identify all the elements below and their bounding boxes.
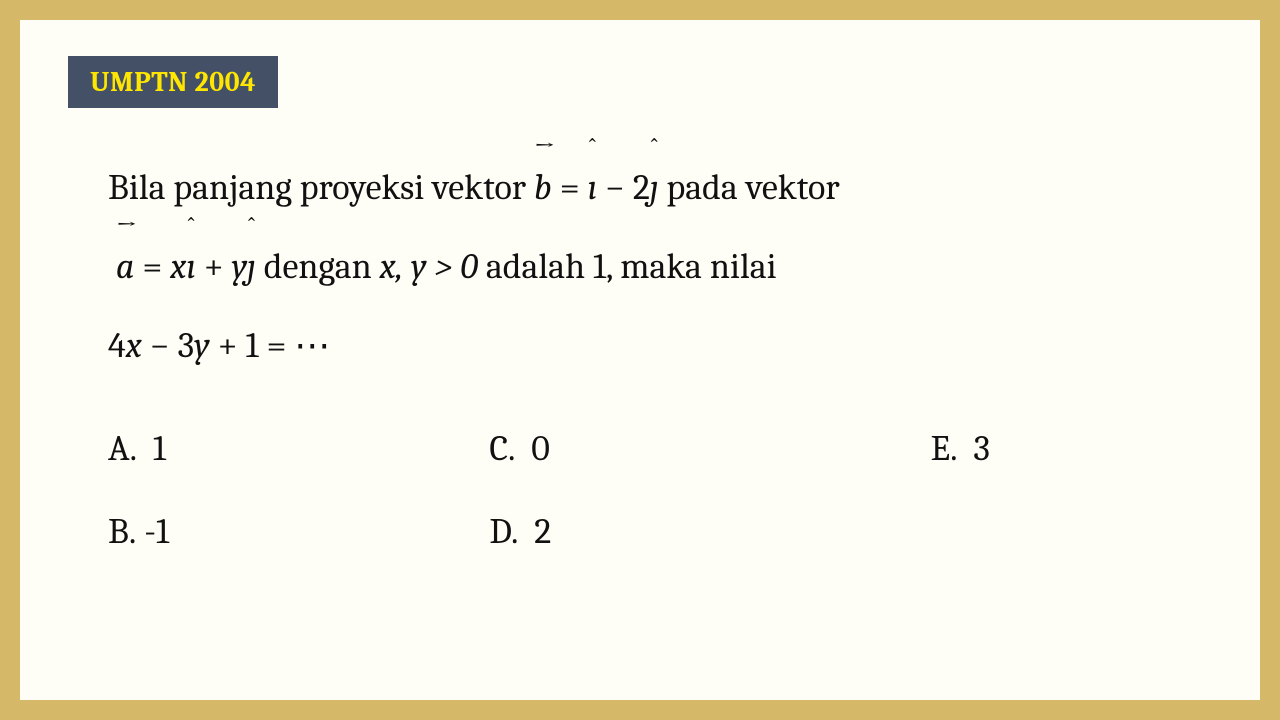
option-value: -1: [144, 511, 169, 552]
j-hat: ˆȷ: [247, 227, 256, 306]
question-text: Bila panjang proyeksi vektor →b = ˆı − 2…: [68, 148, 1212, 386]
option-value: 0: [531, 428, 550, 469]
hat-icon: ˆ: [247, 214, 256, 241]
option-c[interactable]: C. 0: [489, 428, 830, 469]
x-var: x: [170, 246, 186, 287]
vector-b: →b: [534, 148, 552, 227]
j-sym: ȷ: [247, 246, 256, 287]
q-part: +: [196, 246, 232, 287]
vector-a-sym: a: [116, 246, 135, 287]
frame: UMPTN 2004 Bila panjang proyeksi vektor …: [0, 0, 1280, 720]
option-value: 1: [153, 428, 166, 469]
hat-icon: ˆ: [650, 135, 659, 162]
hat-icon: ˆ: [186, 214, 195, 241]
j-sym: ȷ: [650, 167, 659, 208]
q-expression: 4x − 3y + 1 = ⋯: [108, 325, 330, 366]
y-var: y: [232, 246, 248, 287]
option-e[interactable]: E. 3: [871, 428, 1212, 469]
arrow-icon: →: [534, 133, 552, 160]
vector-a: →a: [116, 227, 135, 306]
exam-badge: UMPTN 2004: [68, 56, 278, 108]
option-b[interactable]: B. -1: [108, 511, 449, 552]
i-sym: ı: [588, 167, 597, 208]
option-a[interactable]: A. 1: [108, 428, 449, 469]
option-d[interactable]: D. 2: [489, 511, 830, 552]
answer-options: A. 1 C. 0 E. 3 B. -1 D. 2: [68, 428, 1212, 552]
arrow-icon: →: [116, 212, 135, 239]
q-part: − 2: [597, 167, 650, 208]
q-part: dengan: [256, 246, 380, 287]
option-label: B.: [108, 511, 136, 552]
option-label: A.: [108, 428, 137, 469]
option-label: E.: [931, 428, 958, 469]
exam-badge-label: UMPTN 2004: [90, 66, 256, 98]
option-value: 3: [973, 428, 990, 469]
option-value: 2: [534, 511, 551, 552]
j-hat: ˆȷ: [650, 148, 659, 227]
q-part: =: [552, 167, 588, 208]
q-part: adalah 1, maka nilai: [478, 246, 777, 287]
i-sym: ı: [186, 246, 195, 287]
i-hat: ˆı: [588, 148, 597, 227]
q-part: =: [134, 246, 170, 287]
vector-b-sym: b: [534, 167, 552, 208]
i-hat: ˆı: [186, 227, 195, 306]
q-part: pada vektor: [659, 167, 840, 208]
xy-cond: x, y > 0: [380, 246, 478, 287]
option-label: D.: [489, 511, 518, 552]
hat-icon: ˆ: [588, 135, 597, 162]
page: UMPTN 2004 Bila panjang proyeksi vektor …: [20, 20, 1260, 700]
q-part: Bila panjang proyeksi vektor: [108, 167, 534, 208]
option-label: C.: [489, 428, 515, 469]
